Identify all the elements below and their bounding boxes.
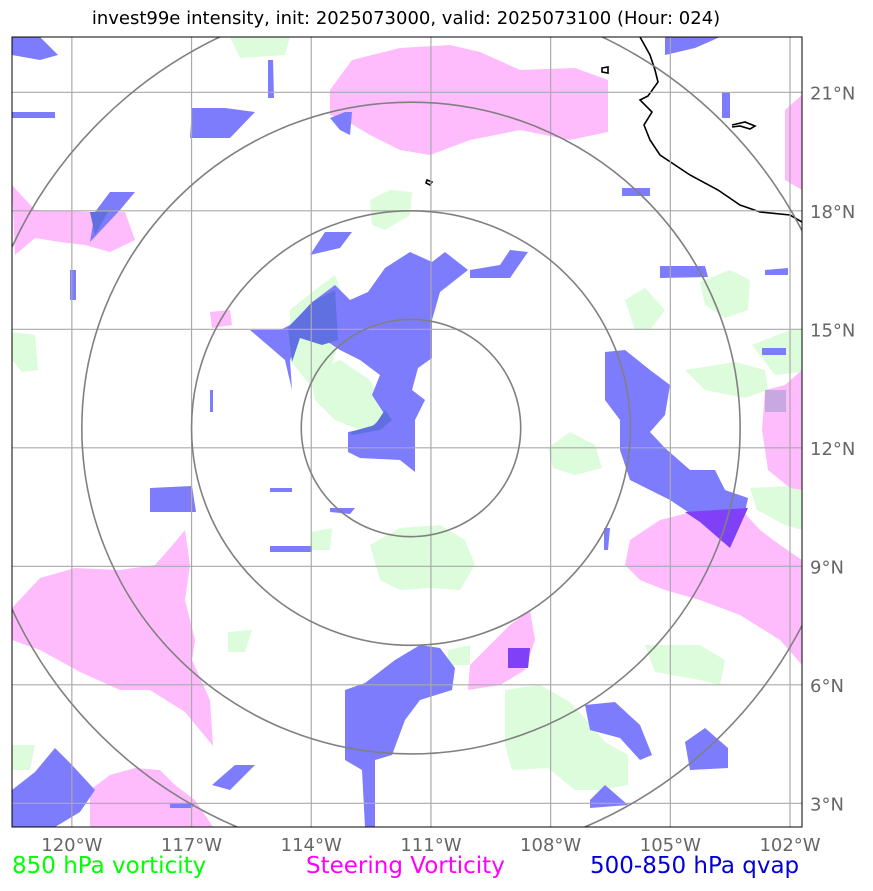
qvap-area xyxy=(470,250,528,278)
longitude-tick-label: 105°W xyxy=(640,835,701,856)
qvap-area xyxy=(12,748,95,827)
qvap-area xyxy=(190,108,255,138)
qvap-area xyxy=(585,702,652,760)
latitude-tick-label: 9°N xyxy=(810,557,844,578)
steering-vorticity-area xyxy=(625,508,802,665)
steering-vorticity-area xyxy=(12,185,135,255)
vorticity-850-area xyxy=(685,362,768,398)
coastline xyxy=(425,37,802,223)
latitude-tick-label: 3°N xyxy=(810,794,844,815)
coastline-segment xyxy=(638,37,802,223)
overlap-layer xyxy=(90,212,786,668)
vorticity-850-area xyxy=(700,270,750,318)
qvap-area xyxy=(90,192,135,242)
qvap-layer xyxy=(12,37,788,827)
latitude-tick-label: 15°N xyxy=(810,320,855,341)
range-ring xyxy=(81,101,741,755)
range-rings xyxy=(12,37,802,827)
overlap-area xyxy=(508,648,530,668)
qvap-area xyxy=(170,803,195,808)
legend-vorticity-850: 850 hPa vorticity xyxy=(12,853,207,879)
longitude-tick-label: 120°W xyxy=(41,835,102,856)
vorticity-850-area xyxy=(228,630,252,652)
latitude-tick-label: 6°N xyxy=(810,676,844,697)
qvap-area xyxy=(605,350,748,545)
steering-vorticity-area xyxy=(12,530,213,746)
legend-qvap: 500-850 hPa qvap xyxy=(590,853,800,879)
qvap-area xyxy=(330,508,355,514)
steering-vorticity-area xyxy=(468,610,535,690)
qvap-area xyxy=(665,37,720,55)
longitude-tick-label: 102°W xyxy=(759,835,820,856)
overlap-area xyxy=(288,290,338,362)
island-outline xyxy=(601,66,609,74)
vorticity-850-area xyxy=(312,528,332,550)
vorticity-850-area xyxy=(625,288,665,330)
qvap-area xyxy=(12,112,55,118)
qvap-area xyxy=(270,488,292,492)
longitude-labels: 120°W 117°W 114°W 111°W 108°W 105°W 102°W xyxy=(41,835,821,856)
range-ring xyxy=(190,209,632,647)
longitude-tick-label: 117°W xyxy=(161,835,222,856)
overlap-area xyxy=(685,508,748,548)
qvap-area xyxy=(762,348,786,355)
steering-vorticity-layer xyxy=(12,45,802,827)
steering-vorticity-area xyxy=(785,95,802,190)
qvap-area xyxy=(660,266,708,278)
vorticity-850-area xyxy=(12,745,35,770)
vorticity-850-area xyxy=(750,486,802,530)
latitude-labels: 3°N 6°N 9°N 12°N 15°N 18°N 21°N xyxy=(810,83,855,815)
qvap-area xyxy=(722,92,730,118)
overlap-area xyxy=(90,212,108,235)
latitude-tick-label: 18°N xyxy=(810,202,855,223)
vorticity-850-area xyxy=(370,525,475,590)
qvap-area xyxy=(12,37,58,60)
overlap-area xyxy=(350,410,392,435)
plot-frame xyxy=(11,36,803,828)
qvap-area xyxy=(268,60,274,98)
longitude-tick-label: 108°W xyxy=(520,835,581,856)
qvap-area xyxy=(345,645,455,827)
overlap-area xyxy=(765,390,786,412)
coastline-segment xyxy=(731,121,757,130)
range-ring xyxy=(300,318,522,538)
graticule xyxy=(12,37,802,827)
longitude-tick-label: 114°W xyxy=(281,835,342,856)
latitude-tick-label: 12°N xyxy=(810,439,855,460)
vorticity-850-area xyxy=(505,685,628,790)
vorticity-850-area xyxy=(310,360,385,430)
qvap-area xyxy=(590,785,628,808)
qvap-area xyxy=(270,546,312,552)
qvap-area xyxy=(250,252,468,472)
qvap-area xyxy=(604,528,610,550)
qvap-area xyxy=(212,765,255,790)
qvap-area xyxy=(330,112,352,135)
qvap-area xyxy=(150,486,196,512)
qvap-area xyxy=(622,188,650,196)
vorticity-850-area xyxy=(230,37,290,58)
map-title: invest99e intensity, init: 2025073000, v… xyxy=(91,8,721,29)
vorticity-850-area xyxy=(370,190,412,230)
legend-steering-vorticity: Steering Vorticity xyxy=(306,853,505,879)
vorticity-850-layer xyxy=(12,37,802,790)
island-outline xyxy=(425,178,434,187)
vorticity-850-area xyxy=(12,332,38,372)
latitude-tick-label: 21°N xyxy=(810,83,855,104)
qvap-area xyxy=(765,268,788,275)
vorticity-850-area xyxy=(548,432,602,475)
qvap-area xyxy=(210,390,213,412)
qvap-area xyxy=(310,232,352,255)
longitude-tick-label: 111°W xyxy=(400,835,461,856)
vorticity-850-area xyxy=(645,645,725,685)
vorticity-850-area xyxy=(448,645,470,665)
qvap-area xyxy=(70,270,76,300)
steering-vorticity-area xyxy=(90,768,213,827)
